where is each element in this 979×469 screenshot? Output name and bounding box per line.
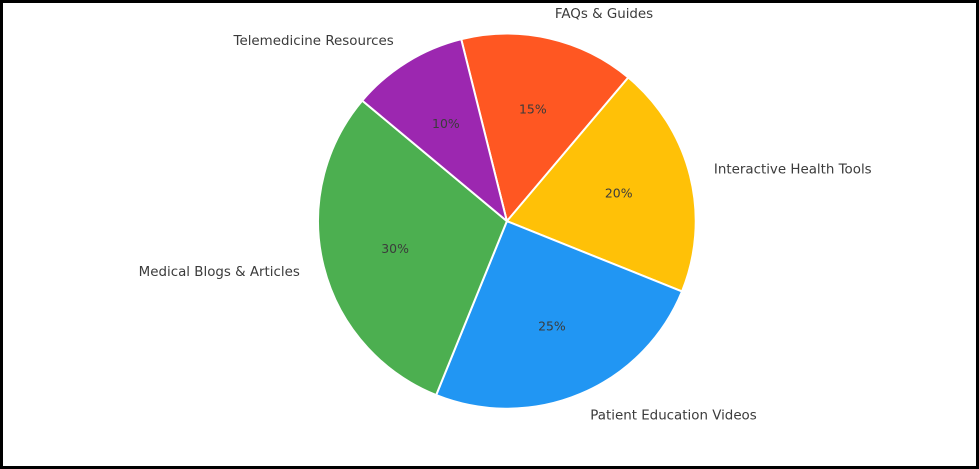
pie-percent-patient-education-videos: 25%: [538, 320, 566, 334]
pie-label-telemedicine-resources: Telemedicine Resources: [233, 34, 394, 49]
pie-slice-faqs-guides: [460, 32, 630, 223]
pie-percent-medical-blogs-articles: 30%: [381, 242, 409, 256]
pie-label-patient-education-videos: Patient Education Videos: [590, 409, 757, 424]
pie-chart-svg: 15% FAQs & Guides 20% Interactive Health To…: [139, 7, 872, 424]
pie-percent-telemedicine-resources: 10%: [432, 117, 460, 131]
pie-slice-interactive-health-tools: [505, 76, 697, 293]
pie-slice-patient-education-videos: [435, 220, 683, 410]
pie-label-interactive-health-tools: Interactive Health Tools: [714, 162, 872, 177]
pie-slice-medical-blogs-articles: [317, 99, 508, 397]
pie-percent-interactive-health-tools: 20%: [605, 187, 633, 201]
pie-label-faqs-guides: FAQs & Guides: [555, 7, 653, 22]
pie-slice-telemedicine-resources: [361, 38, 508, 223]
pie-percent-faqs-guides: 15%: [519, 103, 547, 117]
pie-chart: 15% FAQs & Guides 20% Interactive Health To…: [3, 3, 976, 466]
pie-label-medical-blogs-articles: Medical Blogs & Articles: [139, 265, 300, 280]
